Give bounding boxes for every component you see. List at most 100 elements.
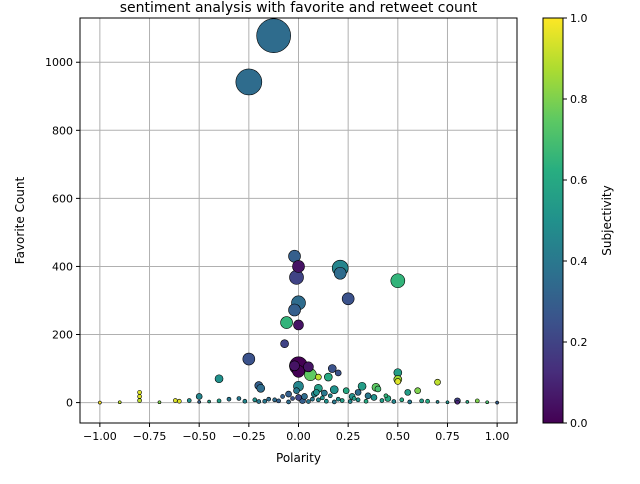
data-point — [177, 398, 182, 404]
data-point — [117, 400, 122, 405]
data-point — [435, 400, 440, 404]
data-point — [235, 68, 263, 96]
x-tick-label: −1.00 — [83, 430, 117, 443]
data-point — [354, 389, 362, 396]
data-point — [399, 397, 405, 403]
data-point — [236, 396, 242, 401]
data-point — [98, 400, 102, 405]
data-point — [286, 399, 291, 405]
data-point — [339, 398, 345, 403]
data-point — [419, 398, 424, 404]
y-tick-label: 0 — [66, 397, 73, 410]
data-point — [313, 389, 320, 396]
data-point — [341, 292, 355, 306]
data-point — [289, 360, 300, 372]
data-point — [303, 361, 314, 373]
data-point — [292, 260, 305, 273]
data-point — [315, 373, 322, 381]
y-tick-label: 800 — [52, 124, 73, 137]
data-point — [495, 400, 499, 405]
y-axis-label: Favorite Count — [13, 177, 27, 265]
colorbar-tick-label: 0.0 — [570, 417, 588, 430]
data-point — [351, 396, 357, 401]
data-point — [310, 396, 315, 402]
grid — [80, 18, 517, 423]
data-point — [262, 398, 268, 404]
data-point — [137, 394, 142, 399]
data-point — [288, 303, 301, 317]
x-tick-label: 0.00 — [286, 430, 311, 443]
data-point — [327, 393, 333, 399]
colorbar-tick-label: 0.2 — [570, 336, 588, 349]
data-point — [323, 372, 333, 382]
data-point — [157, 400, 162, 405]
data-point — [295, 394, 302, 401]
data-point — [280, 316, 293, 329]
data-point — [355, 397, 361, 403]
data-point — [207, 399, 211, 404]
data-point — [242, 398, 248, 404]
data-point — [290, 396, 295, 401]
data-point — [256, 399, 262, 404]
data-point — [266, 396, 272, 402]
data-point — [293, 387, 300, 394]
data-point — [414, 387, 421, 394]
data-point — [374, 385, 382, 393]
y-tick-label: 600 — [52, 192, 73, 205]
data-point — [331, 399, 337, 405]
data-point — [407, 399, 413, 405]
data-point — [383, 393, 389, 399]
data-point — [293, 319, 304, 331]
data-point — [357, 381, 367, 391]
data-point — [335, 396, 341, 402]
x-tick-label: 0.50 — [386, 430, 411, 443]
data-point — [363, 398, 369, 404]
data-point — [285, 390, 292, 398]
data-point — [327, 364, 337, 373]
data-points — [98, 18, 499, 405]
data-point — [137, 390, 142, 395]
data-point — [252, 397, 258, 403]
data-point — [280, 394, 285, 399]
data-point — [272, 397, 277, 403]
data-point — [306, 399, 311, 404]
x-axis-ticks: −1.00 −0.75 −0.50 −0.25 0.00 0.25 0.50 0.75 1.00 — [83, 423, 509, 443]
data-point — [485, 400, 490, 405]
data-point — [256, 18, 291, 53]
data-point — [137, 398, 142, 403]
x-tick-label: −0.50 — [182, 430, 216, 443]
x-tick-label: 0.25 — [336, 430, 361, 443]
data-point — [256, 383, 266, 393]
y-tick-label: 400 — [52, 260, 73, 273]
data-point — [445, 400, 450, 405]
x-tick-label: −0.25 — [232, 430, 266, 443]
colorbar-tick-label: 1.0 — [570, 12, 588, 25]
x-tick-label: 0.75 — [435, 430, 460, 443]
data-point — [404, 389, 412, 396]
data-point — [289, 270, 304, 285]
data-point — [425, 398, 430, 404]
colorbar-tick-label: 0.4 — [570, 255, 588, 268]
data-point — [324, 398, 329, 404]
y-tick-label: 1000 — [45, 56, 73, 69]
data-point — [379, 398, 385, 403]
colorbar-tick-label: 0.8 — [570, 93, 588, 106]
data-point — [394, 378, 402, 385]
data-point — [342, 387, 350, 394]
data-point — [280, 339, 289, 349]
data-point — [320, 395, 325, 401]
data-point — [226, 396, 232, 402]
data-point — [186, 398, 192, 403]
data-point — [173, 398, 178, 403]
data-point — [316, 397, 321, 403]
x-tick-label: 1.00 — [485, 430, 510, 443]
data-point — [242, 352, 256, 366]
data-point — [390, 273, 406, 289]
colorbar — [542, 17, 564, 424]
data-point — [214, 374, 224, 384]
y-axis-ticks: 0 200 400 600 800 1000 — [45, 56, 80, 410]
x-axis-label: Polarity — [276, 451, 321, 465]
data-point — [276, 398, 281, 404]
